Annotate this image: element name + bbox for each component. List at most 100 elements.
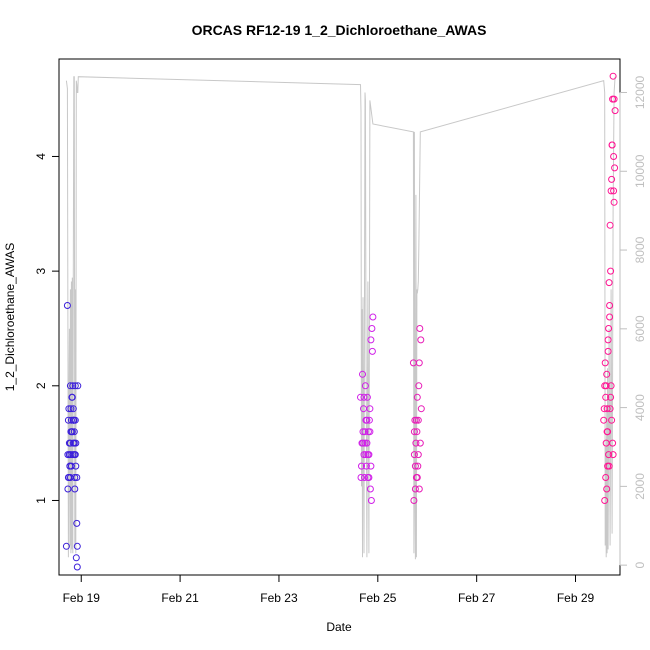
data-point <box>416 325 424 332</box>
x-tick-label: Feb 23 <box>260 591 298 605</box>
data-point <box>410 428 418 436</box>
x-axis-label: Date <box>326 620 352 634</box>
data-point <box>411 462 419 470</box>
data-point <box>64 485 72 493</box>
chart-title: ORCAS RF12-19 1_2_Dichloroethane_AWAS <box>192 22 487 38</box>
data-point <box>69 382 77 390</box>
y2-tick-label: 2000 <box>633 473 647 500</box>
data-point <box>73 542 81 550</box>
data-point <box>366 428 374 436</box>
data-point <box>73 563 81 571</box>
data-point <box>66 382 74 390</box>
y2-tick-label: 4000 <box>633 394 647 421</box>
data-point <box>366 485 374 493</box>
data-point <box>368 347 376 355</box>
data-point <box>360 451 368 459</box>
y-tick-label: 1 <box>34 497 48 504</box>
data-point <box>69 405 77 413</box>
data-point <box>604 347 612 355</box>
y2-tick-label: 12000 <box>633 75 647 109</box>
data-point <box>607 267 615 275</box>
data-point <box>66 462 74 470</box>
data-point <box>361 382 369 390</box>
data-point <box>415 485 423 493</box>
altitude-line-layer <box>65 76 616 560</box>
data-point <box>601 497 609 504</box>
data-point <box>415 382 423 390</box>
data-point <box>601 359 609 367</box>
data-point <box>358 439 366 447</box>
data-point <box>358 462 365 470</box>
data-point <box>602 393 610 401</box>
y2-axis: 0 2000 4000 6000 8000 10000 12000 <box>619 75 647 568</box>
data-point <box>606 302 614 309</box>
data-point <box>64 416 72 424</box>
data-point <box>600 416 608 424</box>
data-point <box>611 164 619 172</box>
data-point <box>361 474 368 481</box>
data-point <box>69 451 77 459</box>
data-point <box>605 325 613 332</box>
x-tick-label: Feb 21 <box>161 591 199 605</box>
data-point <box>603 405 611 413</box>
data-point <box>71 451 79 459</box>
data-point <box>363 439 371 447</box>
data-point <box>603 370 611 378</box>
data-point <box>605 451 613 459</box>
data-point <box>359 370 366 378</box>
data-point <box>415 359 423 367</box>
x-tick-label: Feb 19 <box>63 591 101 605</box>
data-point <box>605 462 613 470</box>
data-point <box>360 393 368 401</box>
data-point <box>65 474 73 481</box>
data-point <box>609 439 617 447</box>
data-point <box>417 405 425 413</box>
data-point <box>411 485 419 493</box>
plot-frame <box>58 58 621 576</box>
data-point <box>602 382 610 390</box>
data-point <box>607 382 615 390</box>
y-tick-label: 2 <box>34 382 48 389</box>
data-point <box>607 187 615 195</box>
data-point <box>417 336 425 344</box>
data-point <box>611 107 619 115</box>
data-point <box>608 416 616 424</box>
data-point <box>603 428 611 436</box>
data-point <box>606 405 614 413</box>
data-point <box>361 439 369 447</box>
data-point <box>363 393 371 401</box>
data-point <box>363 416 371 424</box>
data-point <box>365 451 373 459</box>
data-point <box>610 153 618 160</box>
data-point <box>414 416 422 424</box>
x-tick-label: Feb 27 <box>458 591 496 605</box>
data-point <box>609 72 617 80</box>
data-point <box>362 462 370 470</box>
data-point <box>606 313 614 321</box>
data-point <box>361 428 369 436</box>
data-point <box>413 393 421 401</box>
data-point <box>357 474 365 481</box>
data-point <box>410 497 418 504</box>
data-point <box>368 325 376 332</box>
data-point <box>362 451 370 459</box>
data-point <box>64 451 72 459</box>
y-axis: 1 2 3 4 <box>34 153 60 504</box>
y-tick-label: 4 <box>34 153 48 160</box>
y2-tick-label: 0 <box>633 561 647 568</box>
data-point <box>602 474 610 481</box>
y2-tick-label: 6000 <box>633 315 647 342</box>
data-point <box>65 405 73 413</box>
data-point <box>608 175 616 183</box>
data-point <box>605 279 613 287</box>
data-point <box>606 221 614 229</box>
points-layer <box>62 72 619 571</box>
data-point <box>73 519 81 527</box>
data-point <box>365 416 373 424</box>
data-point <box>68 393 76 401</box>
data-point <box>357 393 364 401</box>
data-point <box>72 439 80 447</box>
data-point <box>603 485 611 493</box>
data-point <box>414 451 422 459</box>
